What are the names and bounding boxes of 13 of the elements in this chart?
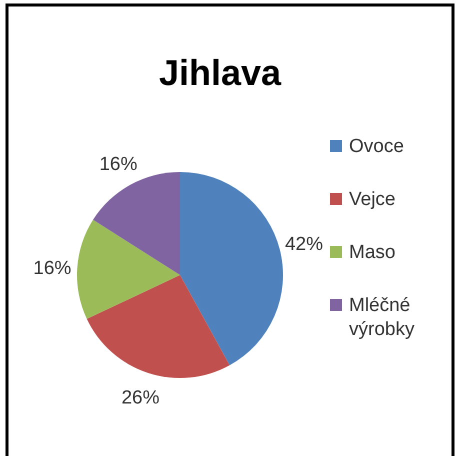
pie-slice bbox=[93, 172, 180, 275]
data-label: 16% bbox=[99, 154, 138, 175]
pie-slice bbox=[180, 172, 283, 366]
legend-label: Vejce bbox=[349, 189, 396, 210]
data-label: 42% bbox=[284, 234, 324, 256]
data-label: 26% bbox=[121, 388, 160, 409]
legend-label: Maso bbox=[349, 242, 396, 263]
pie-slice bbox=[86, 275, 230, 378]
pie-slice bbox=[77, 220, 180, 319]
legend-label: Ovoce bbox=[349, 136, 404, 157]
chart-title: Jihlava bbox=[158, 52, 282, 93]
legend-label: Mléčné výrobky bbox=[349, 295, 415, 340]
data-label: 16% bbox=[33, 258, 72, 279]
